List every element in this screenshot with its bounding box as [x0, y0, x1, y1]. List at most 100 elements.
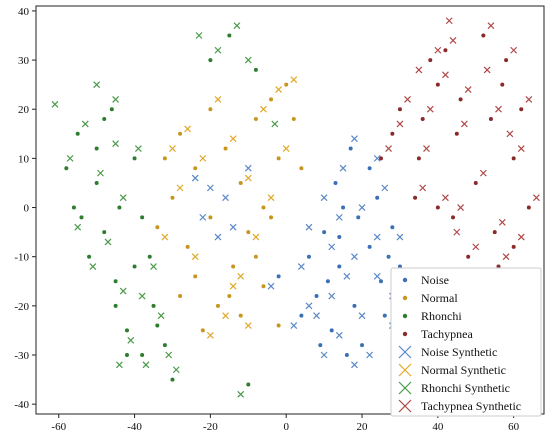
data-point [112, 95, 120, 103]
data-point [244, 322, 252, 329]
data-point [511, 244, 516, 249]
data-point [237, 272, 245, 280]
data-point [206, 331, 214, 339]
data-point [93, 81, 101, 89]
data-point [415, 66, 423, 74]
data-point [458, 97, 463, 102]
data-point [328, 292, 336, 300]
data-point [305, 302, 313, 310]
y-tick-label: 20 [18, 104, 30, 116]
legend-marker-normal [402, 295, 408, 301]
legend-marker-rhonchi [402, 313, 408, 319]
data-point [428, 58, 433, 63]
data-point [206, 184, 214, 192]
data-point [102, 117, 107, 122]
data-point [74, 223, 82, 231]
data-point [162, 343, 167, 348]
data-point [375, 195, 380, 200]
data-point [113, 303, 118, 308]
x-tick-label: 60 [508, 421, 520, 433]
data-point [419, 184, 427, 192]
data-point [367, 166, 372, 171]
data-point [525, 95, 533, 103]
data-point [113, 279, 118, 284]
data-point [464, 86, 472, 93]
data-point [373, 272, 381, 280]
data-point [504, 58, 509, 63]
data-point [178, 131, 183, 136]
data-point [124, 328, 129, 333]
data-point [314, 294, 319, 299]
data-point [341, 205, 346, 210]
data-point [227, 294, 232, 299]
y-tick-label: 0 [24, 203, 30, 215]
data-point [451, 215, 456, 220]
data-point [170, 377, 175, 382]
legend-marker-tachypnea [402, 331, 408, 337]
data-point [358, 204, 366, 211]
data-point [127, 336, 135, 344]
legend-label: Noise Synthetic [421, 345, 497, 359]
data-point [313, 312, 320, 320]
data-point [253, 117, 258, 122]
data-point [498, 218, 506, 226]
data-point [466, 254, 471, 259]
data-point [214, 95, 222, 103]
data-point [89, 263, 97, 270]
data-point [223, 146, 228, 151]
data-point [244, 56, 252, 64]
data-point [271, 120, 279, 128]
data-point [260, 105, 267, 113]
y-tick-label: 40 [18, 6, 30, 18]
series-tachypnea-synthetic [385, 17, 540, 290]
data-point [318, 343, 323, 348]
data-point [165, 351, 173, 359]
data-point [222, 312, 229, 320]
data-point [333, 180, 338, 185]
y-tick-label: -20 [14, 301, 29, 313]
data-point [195, 32, 203, 39]
data-point [335, 331, 343, 339]
data-point [479, 169, 487, 177]
data-point [502, 253, 510, 261]
data-point [276, 323, 281, 328]
data-point [297, 263, 305, 270]
data-point [492, 230, 497, 235]
data-point [351, 253, 358, 261]
data-point [358, 312, 366, 320]
data-point [378, 279, 383, 284]
y-tick-label: -30 [14, 350, 29, 362]
legend-marker-tachypnea-synthetic [398, 399, 412, 413]
data-point [81, 120, 89, 128]
data-point [238, 313, 243, 318]
data-point [481, 33, 486, 38]
data-point [64, 166, 69, 171]
data-point [344, 353, 349, 358]
legend-marker-noise-synthetic [398, 345, 412, 359]
data-point [176, 184, 184, 192]
data-point [337, 235, 342, 240]
data-point [390, 225, 395, 230]
data-point [435, 82, 440, 87]
data-point [269, 215, 274, 220]
ticks-layer: -60 -40 -20 0 20 40 60 -40 -30 -20 -10 0 10 20 30 40 [14, 6, 519, 433]
data-point [299, 313, 304, 318]
data-point [71, 205, 76, 210]
legend-marker-noise [402, 277, 408, 283]
data-point [454, 131, 459, 136]
data-point [284, 82, 289, 87]
data-point [132, 264, 137, 269]
data-point [291, 117, 296, 122]
data-point [227, 33, 232, 38]
data-point [222, 194, 229, 202]
data-point [275, 86, 283, 93]
data-point [517, 233, 525, 241]
data-point [97, 169, 104, 177]
data-point [244, 174, 252, 182]
data-point [253, 67, 258, 72]
data-point [155, 323, 160, 328]
data-point [208, 215, 213, 220]
data-point [423, 145, 430, 152]
data-point [381, 184, 389, 192]
